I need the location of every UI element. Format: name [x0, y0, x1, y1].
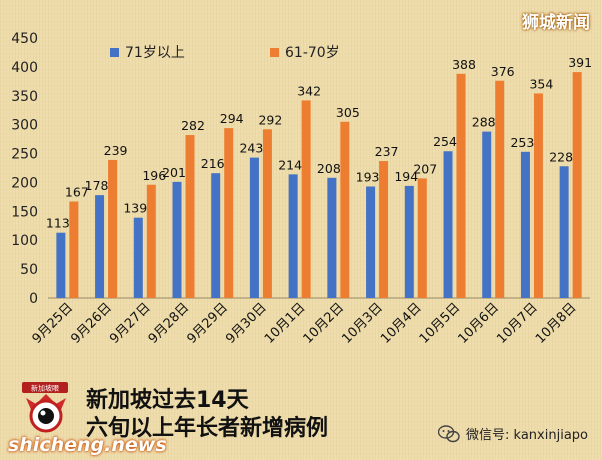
bar-chart: 0 50 100 150 200 250 300 350 400 450 113 167 9月25日 17… — [11, 31, 592, 347]
site-watermark: shicheng.news — [8, 434, 167, 456]
bar-series-1 — [172, 181, 182, 298]
bar-series-2 — [301, 100, 311, 299]
data-label: 194 — [394, 169, 418, 184]
bar-series-1 — [56, 232, 66, 298]
bar-series-2 — [495, 80, 505, 298]
y-tick-label: 250 — [11, 147, 38, 163]
bar-series-1 — [133, 217, 143, 298]
logo-icon: 新加坡眼 — [22, 382, 68, 433]
y-tick-label: 300 — [11, 118, 38, 134]
data-label: 253 — [510, 135, 534, 150]
x-tick-label: 9月27日 — [107, 300, 154, 347]
svg-text:新加坡眼: 新加坡眼 — [31, 384, 59, 393]
bar-series-2 — [533, 93, 543, 298]
data-label: 193 — [356, 169, 380, 184]
data-label: 354 — [529, 76, 553, 91]
x-tick-label: 10月3日 — [339, 300, 386, 347]
x-tick-label: 10月1日 — [262, 300, 309, 347]
bar-series-1 — [366, 186, 376, 298]
data-label: 294 — [220, 111, 244, 126]
x-tick-label: 9月29日 — [184, 300, 231, 347]
y-tick-label: 400 — [11, 60, 38, 76]
bar-series-2 — [572, 72, 582, 298]
x-tick-label: 9月30日 — [223, 300, 270, 347]
bar-series-2 — [417, 178, 427, 298]
caption-line-1: 新加坡过去14天 — [86, 388, 249, 413]
data-label: 208 — [317, 161, 341, 176]
data-label: 292 — [258, 112, 282, 127]
x-tick-label: 10月8日 — [533, 300, 580, 347]
data-label: 254 — [433, 134, 457, 149]
data-label: 288 — [472, 115, 496, 130]
legend-label: 61-70岁 — [285, 45, 340, 61]
data-label: 201 — [162, 165, 186, 180]
y-tick-label: 450 — [11, 31, 38, 47]
data-label: 391 — [568, 55, 592, 70]
data-label: 207 — [413, 161, 437, 176]
bar-series-1 — [327, 177, 337, 298]
caption-line-2: 六旬以上年长者新增病例 — [86, 416, 329, 441]
bar-series-2 — [262, 129, 272, 298]
data-label: 239 — [104, 143, 128, 158]
bar-series-1 — [520, 151, 530, 298]
data-label: 196 — [142, 168, 166, 183]
bar-series-1 — [559, 166, 569, 298]
bar-series-2 — [456, 73, 466, 298]
y-tick-label: 150 — [11, 204, 38, 220]
y-tick-label: 50 — [20, 262, 38, 278]
x-tick-label: 10月5日 — [417, 300, 464, 347]
y-tick-label: 200 — [11, 175, 38, 191]
data-label: 178 — [85, 178, 109, 193]
legend-swatch — [270, 48, 279, 57]
x-tick-label: 9月25日 — [30, 300, 77, 347]
x-tick-label: 10月4日 — [378, 300, 425, 347]
data-label: 216 — [201, 156, 225, 171]
data-label: 376 — [491, 64, 515, 79]
bar-series-2 — [379, 161, 389, 298]
bar-series-1 — [249, 157, 259, 298]
bar-series-1 — [95, 195, 105, 298]
data-label: 214 — [278, 157, 302, 172]
wechat-id: 微信号: kanxinjiapo — [438, 424, 588, 443]
data-label: 113 — [46, 216, 70, 231]
data-label: 342 — [297, 83, 321, 98]
y-tick-label: 0 — [29, 291, 38, 307]
x-tick-label: 10月6日 — [455, 300, 502, 347]
bar-series-2 — [224, 128, 234, 298]
data-label: 243 — [239, 141, 263, 156]
x-tick-label: 10月2日 — [301, 300, 348, 347]
bar-series-1 — [211, 173, 221, 298]
brand-watermark: 狮城新闻 — [522, 13, 590, 33]
bar-series-1 — [482, 131, 492, 298]
data-label: 139 — [123, 201, 147, 216]
bar-series-1 — [404, 185, 414, 298]
x-tick-label: 9月28日 — [146, 300, 193, 347]
bar-series-1 — [443, 151, 453, 298]
legend-swatch — [110, 48, 119, 57]
data-label: 305 — [336, 105, 360, 120]
x-tick-label: 10月7日 — [494, 300, 541, 347]
data-label: 228 — [549, 149, 573, 164]
bar-series-2 — [185, 135, 195, 298]
bar-series-2 — [108, 159, 118, 298]
data-label: 237 — [375, 144, 399, 159]
bar-series-2 — [340, 121, 350, 299]
data-label: 282 — [181, 118, 205, 133]
data-label: 388 — [452, 57, 476, 72]
y-tick-label: 100 — [11, 233, 38, 249]
legend-label: 71岁以上 — [125, 45, 185, 61]
y-tick-label: 350 — [11, 89, 38, 105]
bar-series-2 — [146, 184, 156, 298]
wechat-label: 微信号: kanxinjiapo — [466, 428, 588, 443]
bar-series-1 — [288, 174, 298, 298]
bar-series-2 — [69, 201, 79, 298]
wechat-icon — [438, 424, 460, 442]
data-label: 167 — [65, 185, 89, 200]
x-tick-label: 9月26日 — [68, 300, 115, 347]
